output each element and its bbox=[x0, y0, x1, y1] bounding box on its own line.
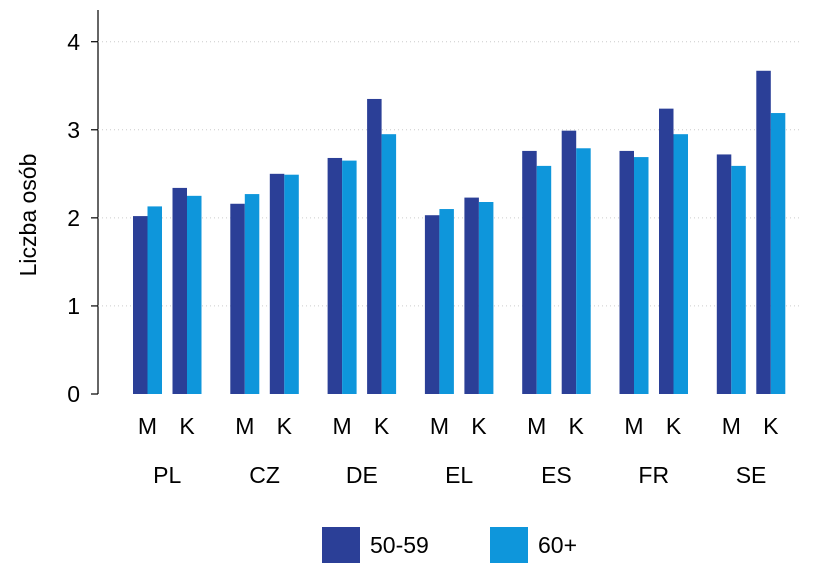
x-tick-label: M bbox=[722, 413, 741, 439]
bar bbox=[478, 202, 494, 394]
group-label: CZ bbox=[249, 462, 280, 488]
x-tick-label: K bbox=[666, 413, 682, 439]
bar bbox=[367, 98, 382, 394]
x-tick-label: K bbox=[179, 413, 195, 439]
bar bbox=[756, 70, 771, 395]
bar bbox=[659, 108, 674, 394]
bar bbox=[327, 157, 343, 394]
bar bbox=[342, 160, 357, 394]
x-tick-label: K bbox=[374, 413, 390, 439]
y-axis-label: Liczba osób bbox=[15, 154, 41, 277]
bar bbox=[522, 150, 537, 394]
group-label: SE bbox=[736, 462, 767, 488]
x-tick-label: M bbox=[527, 413, 546, 439]
bar bbox=[284, 174, 299, 394]
x-tick-label: K bbox=[569, 413, 585, 439]
bar bbox=[381, 134, 397, 395]
bar bbox=[424, 215, 440, 394]
bar bbox=[634, 157, 649, 394]
legend-label: 50-59 bbox=[370, 532, 429, 558]
bar bbox=[244, 194, 260, 394]
y-tick-label: 1 bbox=[67, 293, 80, 319]
x-tick-label: M bbox=[333, 413, 352, 439]
group-label: EL bbox=[445, 462, 473, 488]
bar bbox=[147, 206, 162, 394]
bar bbox=[561, 130, 577, 394]
x-tick-label: M bbox=[430, 413, 449, 439]
bar bbox=[230, 203, 245, 394]
group-label: ES bbox=[541, 462, 572, 488]
legend-label: 60+ bbox=[538, 532, 577, 558]
bar bbox=[464, 197, 479, 394]
y-tick-label: 3 bbox=[67, 117, 80, 143]
x-tick-label: K bbox=[763, 413, 779, 439]
bar bbox=[731, 165, 746, 394]
bar bbox=[536, 165, 552, 394]
group-label: DE bbox=[346, 462, 378, 488]
y-tick-label: 4 bbox=[67, 29, 80, 55]
group-label: PL bbox=[153, 462, 181, 488]
bar bbox=[133, 216, 148, 394]
y-tick-label: 2 bbox=[67, 205, 80, 231]
y-tick-label: 0 bbox=[67, 381, 80, 407]
bar bbox=[576, 148, 591, 394]
bar bbox=[673, 134, 688, 395]
x-tick-label: M bbox=[624, 413, 643, 439]
bar bbox=[716, 154, 732, 394]
group-label: FR bbox=[638, 462, 669, 488]
x-tick-label: K bbox=[277, 413, 293, 439]
bar bbox=[172, 187, 187, 394]
legend-swatch bbox=[322, 527, 360, 563]
x-tick-label: K bbox=[471, 413, 487, 439]
bar bbox=[187, 195, 202, 394]
x-tick-label: M bbox=[138, 413, 157, 439]
legend-swatch bbox=[490, 527, 528, 563]
bar bbox=[269, 173, 285, 394]
bar bbox=[770, 113, 786, 394]
bar bbox=[439, 209, 454, 394]
x-tick-label: M bbox=[235, 413, 254, 439]
bar bbox=[619, 150, 634, 394]
